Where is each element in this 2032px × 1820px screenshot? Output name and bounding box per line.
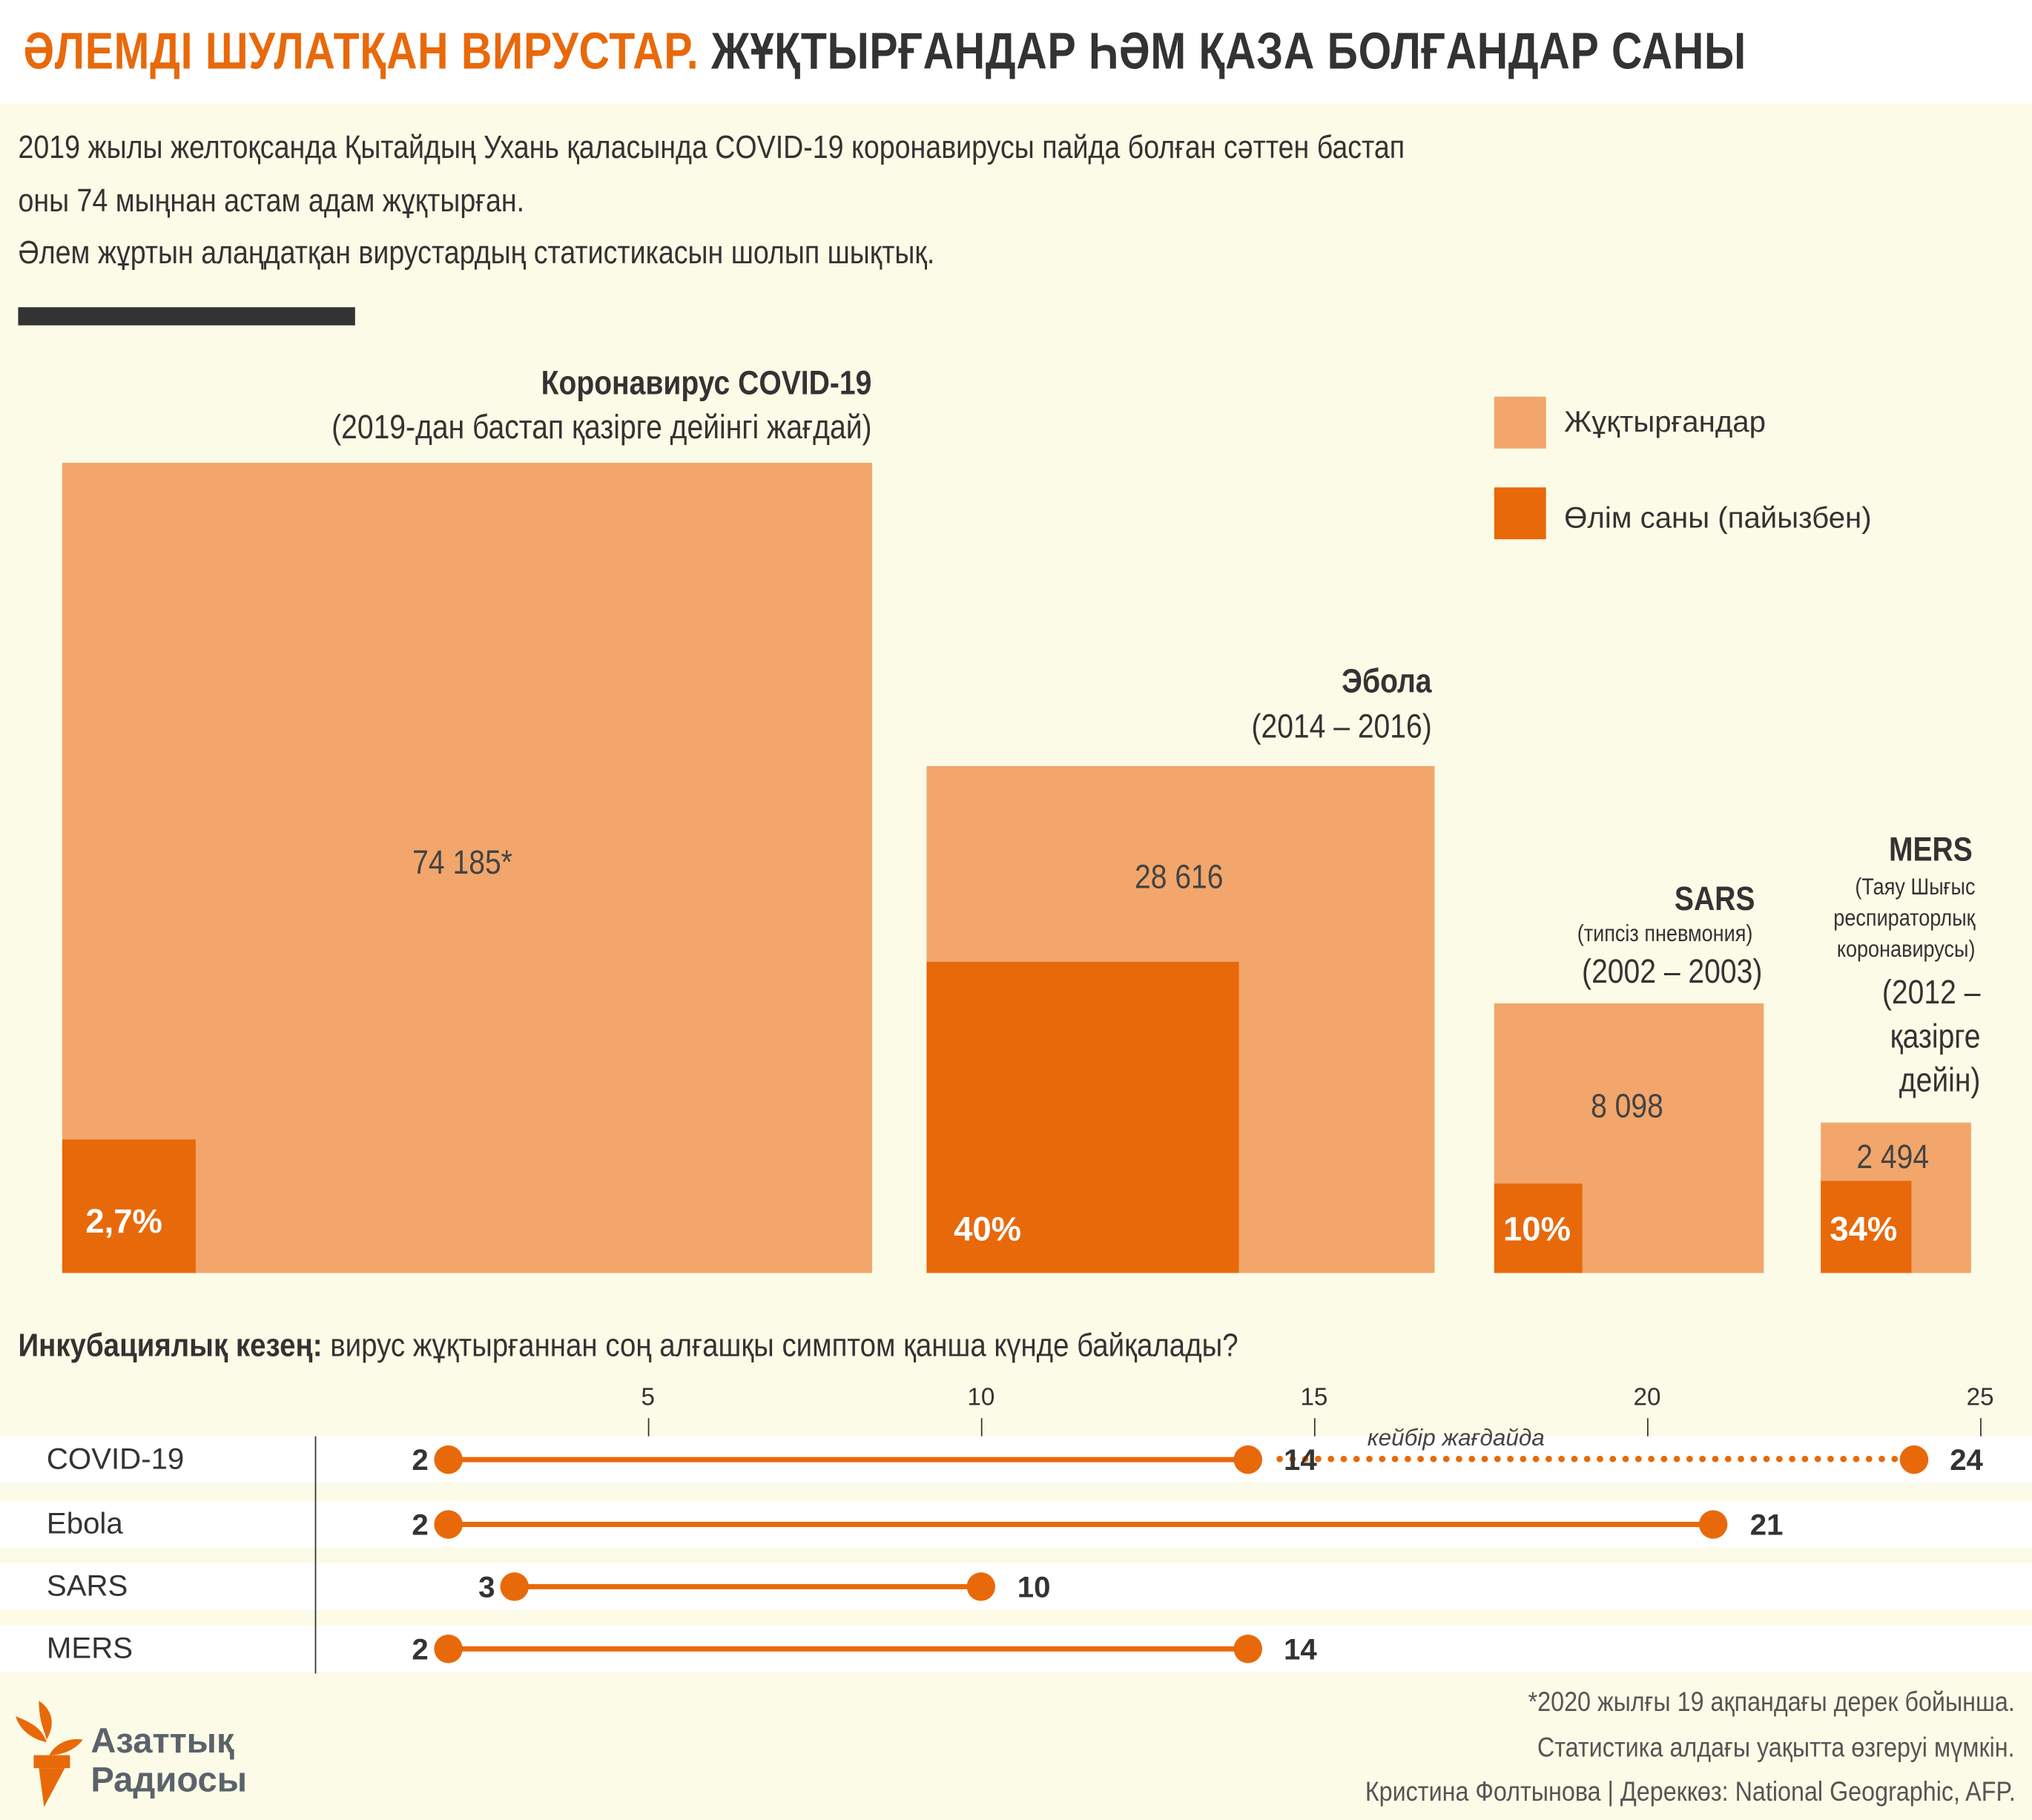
range-end-dot xyxy=(1699,1510,1729,1539)
intro-line: Әлем жұртын алаңдатқан вирустардың стати… xyxy=(18,234,935,271)
legend-swatch-infected xyxy=(1494,396,1546,449)
mers-subtitle-line: респираторлық xyxy=(1833,905,1976,931)
covid-death-label: 2,7% xyxy=(85,1201,162,1241)
row-label: Ebola xyxy=(46,1506,123,1540)
range-extension-line xyxy=(1276,1455,1899,1463)
row-label: MERS xyxy=(46,1630,133,1665)
range-line xyxy=(448,1521,1714,1527)
footnote: Статистика алдағы уақытта өзгеруі мүмкін… xyxy=(1537,1732,2016,1764)
covid-infected-label: 74 185* xyxy=(412,843,512,882)
range-line xyxy=(448,1646,1248,1652)
x-tick-label: 25 xyxy=(1966,1384,1994,1412)
x-tick-label: 10 xyxy=(967,1384,995,1412)
range-min-value: 3 xyxy=(478,1569,495,1604)
range-start-dot xyxy=(434,1635,463,1664)
ebola-death-label: 40% xyxy=(954,1209,1022,1249)
x-tick xyxy=(1980,1418,1982,1437)
footnote: *2020 жылғы 19 ақпандағы дерек бойынша. xyxy=(1528,1687,2016,1718)
logo-line: Радиосы xyxy=(90,1760,248,1800)
legend-label-infected: Жұқтырғандар xyxy=(1564,404,1766,438)
ebola-title: Эбола xyxy=(1342,661,1432,700)
axis-line xyxy=(314,1436,317,1674)
covid-period: (2019-дан бастап қазірге дейінгі жағдай) xyxy=(331,406,873,446)
range-end-dot xyxy=(1233,1445,1262,1474)
mers-period-line: (2012 – xyxy=(1881,972,1981,1012)
range-min-value: 2 xyxy=(412,1632,429,1666)
mers-period-line: дейін) xyxy=(1899,1060,1981,1100)
range-max-value: 10 xyxy=(1017,1569,1051,1604)
range-end-dot xyxy=(966,1572,996,1601)
range-extended-value: 24 xyxy=(1950,1443,1983,1477)
ebola-infected-label: 28 616 xyxy=(1135,857,1224,896)
incubation-title-bold: Инкубациялық кезең: xyxy=(18,1327,323,1364)
torch-logo-icon xyxy=(15,1701,83,1807)
mers-infected-label: 2 494 xyxy=(1856,1136,1930,1176)
title-accent: ӘЛЕМДІ ШУЛАТҚАН ВИРУСТАР. xyxy=(23,23,699,81)
mers-subtitle-line: коронавирусы) xyxy=(1836,935,1976,962)
range-start-dot xyxy=(434,1445,463,1474)
range-start-dot xyxy=(500,1572,530,1601)
range-start-dot xyxy=(434,1510,463,1539)
range-line xyxy=(448,1457,1248,1463)
range-line xyxy=(515,1583,981,1589)
row-band xyxy=(0,1563,2032,1610)
sars-title: SARS xyxy=(1674,879,1755,918)
range-max-value: 21 xyxy=(1749,1507,1784,1542)
x-tick xyxy=(980,1418,983,1437)
row-label: COVID-19 xyxy=(46,1441,185,1476)
sars-infected-label: 8 098 xyxy=(1591,1086,1663,1126)
range-end-dot xyxy=(1233,1635,1262,1664)
ebola-death-bar xyxy=(926,961,1239,1273)
covid-death-bar xyxy=(62,1139,196,1273)
mers-subtitle: (Таяу Шығыс респираторлық коронавирусы) xyxy=(1833,871,1975,965)
covid-infected-bar xyxy=(62,462,873,1273)
divider xyxy=(18,307,355,326)
sars-period: (2002 – 2003) xyxy=(1582,951,1763,991)
ebola-period: (2014 – 2016) xyxy=(1251,706,1432,746)
x-tick-label: 20 xyxy=(1633,1384,1661,1412)
range-min-value: 2 xyxy=(412,1507,429,1542)
incubation-title: Инкубациялық кезең: вирус жұқтырғаннан с… xyxy=(18,1328,1238,1365)
range-max-value: 14 xyxy=(1284,1632,1317,1666)
intro-line: оны 74 мыңнан астам адам жұқтырған. xyxy=(18,182,525,220)
logo-line: Азаттық xyxy=(90,1721,234,1761)
x-tick xyxy=(1647,1418,1649,1437)
covid-title: Коронавирус COVID-19 xyxy=(541,363,873,402)
x-tick-label: 5 xyxy=(641,1384,655,1412)
logo-text: Азаттық Радиосы xyxy=(90,1721,247,1799)
mers-period-line: қазірге xyxy=(1890,1016,1981,1055)
mers-subtitle-line: (Таяу Шығыс xyxy=(1854,874,1976,900)
legend-label-deaths: Өлім саны (пайызбен) xyxy=(1564,500,1872,535)
x-tick-label: 15 xyxy=(1300,1384,1328,1412)
mers-death-label: 34% xyxy=(1830,1209,1898,1249)
sars-death-bar xyxy=(1494,1183,1583,1273)
row-label: SARS xyxy=(46,1568,128,1603)
extension-note: кейбір жағдайда xyxy=(1367,1424,1545,1451)
range-max-value: 14 xyxy=(1284,1443,1317,1477)
legend-swatch-deaths xyxy=(1494,487,1546,540)
range-extended-end-dot xyxy=(1899,1445,1928,1474)
x-tick xyxy=(1313,1418,1316,1437)
credits: Кристина Фолтынова | Дереккөз: National … xyxy=(1365,1777,2016,1807)
header xyxy=(0,0,2032,104)
sars-subtitle: (типсіз пневмония) xyxy=(1576,920,1752,946)
incubation-title-rest: вирус жұқтырғаннан соң алғашқы симптом қ… xyxy=(322,1327,1238,1364)
mers-death-bar xyxy=(1821,1181,1912,1273)
page-title: ӘЛЕМДІ ШУЛАТҚАН ВИРУСТАР. ЖҰҚТЫРҒАНДАР Һ… xyxy=(23,23,1746,82)
intro-line: 2019 жылы желтоқсанда Қытайдың Ухань қал… xyxy=(18,129,1405,166)
title-rest: ЖҰҚТЫРҒАНДАР ҺӘМ ҚАЗА БОЛҒАНДАР САНЫ xyxy=(699,23,1746,81)
sars-death-label: 10% xyxy=(1503,1209,1571,1249)
mers-title: MERS xyxy=(1888,829,1973,869)
x-tick xyxy=(647,1418,650,1437)
mers-period: (2012 – қазірге дейін) xyxy=(1882,969,1981,1101)
range-min-value: 2 xyxy=(412,1443,429,1477)
